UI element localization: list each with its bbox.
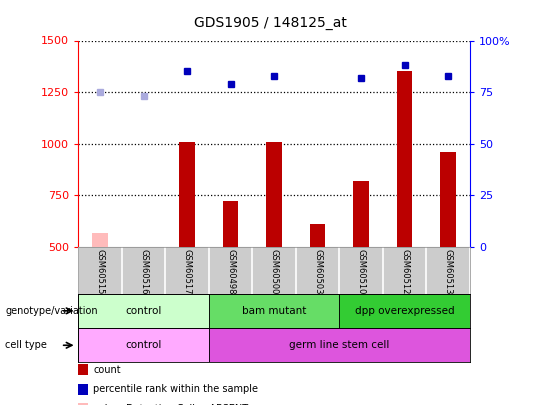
Bar bbox=[339, 294, 470, 328]
Bar bbox=[223, 200, 238, 247]
Text: GSM60516: GSM60516 bbox=[139, 249, 148, 295]
Text: percentile rank within the sample: percentile rank within the sample bbox=[93, 384, 259, 394]
Text: GDS1905 / 148125_at: GDS1905 / 148125_at bbox=[193, 16, 347, 30]
Bar bbox=[266, 142, 282, 247]
Text: germ line stem cell: germ line stem cell bbox=[289, 340, 389, 350]
Text: GSM60513: GSM60513 bbox=[443, 249, 453, 295]
Text: GSM60515: GSM60515 bbox=[96, 249, 105, 295]
Bar bbox=[397, 72, 412, 247]
Bar bbox=[78, 328, 209, 362]
Bar bbox=[209, 294, 339, 328]
Bar bbox=[310, 224, 325, 247]
Text: dpp overexpressed: dpp overexpressed bbox=[355, 306, 454, 316]
Text: GSM60512: GSM60512 bbox=[400, 249, 409, 295]
Text: GSM60498: GSM60498 bbox=[226, 249, 235, 295]
Text: control: control bbox=[125, 340, 162, 350]
Text: bam mutant: bam mutant bbox=[242, 306, 306, 316]
Text: value, Detection Call = ABSENT: value, Detection Call = ABSENT bbox=[93, 404, 248, 405]
Text: cell type: cell type bbox=[5, 340, 48, 350]
Text: GSM60503: GSM60503 bbox=[313, 249, 322, 295]
Text: GSM60510: GSM60510 bbox=[356, 249, 366, 295]
Bar bbox=[441, 152, 456, 247]
Bar bbox=[209, 328, 470, 362]
Text: control: control bbox=[125, 306, 162, 316]
Bar bbox=[78, 294, 209, 328]
Text: genotype/variation: genotype/variation bbox=[5, 306, 98, 316]
Text: GSM60517: GSM60517 bbox=[183, 249, 192, 295]
Text: GSM60500: GSM60500 bbox=[269, 249, 279, 295]
Bar bbox=[92, 232, 107, 247]
Bar bbox=[354, 181, 369, 247]
Bar bbox=[179, 142, 194, 247]
Text: count: count bbox=[93, 365, 121, 375]
